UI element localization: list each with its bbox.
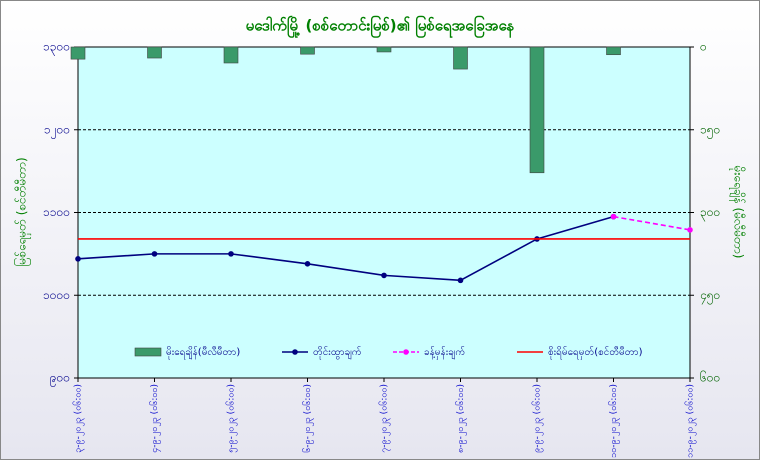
- x-tick-label: ၁၀-၉-၂၀၂၃ (၀၆:၀၀): [608, 384, 620, 458]
- legend-marker: [403, 349, 409, 355]
- y2-tick-label: ၆၀၀: [700, 370, 720, 385]
- y-tick-label: ၁၁၀၀: [43, 205, 70, 219]
- y-tick-label: ၁၂၀၀: [44, 122, 70, 139]
- y-axis-label: မြစ်ရေမှတ် (စင်တီမီတာ): [13, 157, 32, 266]
- series-point: [457, 277, 464, 284]
- series-point: [304, 261, 311, 267]
- rain-bar: [223, 46, 239, 64]
- y2-tick-label: ၁၅၀: [700, 122, 720, 139]
- series-line: [77, 215, 614, 282]
- legend-label: ခန့်မှန်းချက်: [424, 345, 465, 360]
- y-tick-label: ၁၃၀၀: [43, 40, 70, 57]
- rain-bar: [147, 46, 162, 59]
- series-point: [687, 227, 693, 233]
- x-tick-label: ၉-၉-၂၀၂၃ (၀၆:၀၀): [532, 384, 544, 453]
- rain-bar: [529, 46, 545, 174]
- y-tick-label: ၉၀၀: [50, 371, 70, 388]
- series-point: [75, 256, 81, 262]
- legend-marker: [292, 349, 298, 355]
- y2-tick-label: ၃၀၀: [700, 205, 720, 222]
- y2-tick-label: ၄၅၀: [700, 288, 720, 305]
- x-tick-label: ၄-၉-၂၀၂၃ (၀၆:၀၀): [149, 384, 161, 453]
- rain-bar: [606, 46, 621, 56]
- x-tick-label: ၅-၉-၂၀၂၃ (၀၆:၀၀): [226, 384, 238, 453]
- legend-label: မိုးရေချိန်(မီလီမီတာ): [166, 345, 240, 360]
- x-tick-label: ၃-၉-၂၀၂၃ (၀၆:၀၀): [73, 384, 85, 453]
- series-point: [610, 213, 617, 220]
- rain-bar: [453, 46, 468, 70]
- y2-tick-label: ၀: [700, 40, 707, 54]
- series-point: [228, 251, 234, 257]
- series-point: [151, 251, 158, 257]
- rain-bar: [300, 46, 315, 55]
- x-tick-label: ၈-၉-၂၀၂၃ (၀၆:၀၀): [455, 384, 467, 453]
- legend-label: တိုင်းထွာချက်: [313, 345, 362, 360]
- y-tick-label: ၁၀၀၀: [43, 288, 70, 302]
- legend-swatch: [134, 347, 162, 357]
- y2-axis-label: မိုးရေချိန် (မီလီမီတာ): [729, 166, 747, 259]
- series-point: [381, 272, 387, 279]
- x-tick-label: ၁၁-၉-၂၀၂၃ (၀၆:၀၀): [685, 384, 697, 458]
- x-tick-label: ၇-၉-၂၀၂၃ (၀၆:၀၀): [379, 384, 391, 453]
- x-tick-label: ၆-၉-၂၀၂၃ (၀၆:၀၀): [302, 384, 314, 453]
- series-line: [613, 215, 691, 231]
- rain-bar: [376, 46, 392, 53]
- legend-label: စိုးရိမ်ရေမှတ်(စင်တီမီတာ): [548, 345, 643, 360]
- rain-bar: [70, 46, 86, 60]
